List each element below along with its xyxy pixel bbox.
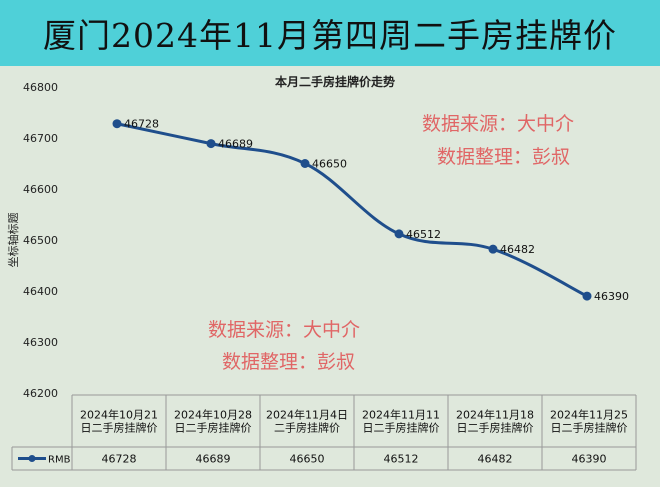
watermark-source-bottom: 数据来源：大中介 bbox=[208, 319, 360, 341]
data-point bbox=[394, 229, 404, 239]
table-value-cell: 46728 bbox=[102, 453, 137, 466]
y-tick-label: 46600 bbox=[23, 183, 58, 196]
x-tick-label: 2024年10月21 日二手房挂牌价 bbox=[80, 408, 158, 435]
data-point bbox=[112, 119, 122, 129]
chart-title: 本月二手房挂牌价走势 bbox=[275, 74, 395, 89]
x-tick-label: 2024年10月28 日二手房挂牌价 bbox=[174, 408, 252, 435]
data-label: 46689 bbox=[218, 138, 253, 151]
data-label: 46512 bbox=[406, 228, 441, 241]
y-axis-title: 坐标轴标题 bbox=[6, 213, 20, 268]
legend-series-name: RMB bbox=[48, 455, 71, 466]
watermark-author-bottom: 数据整理：彭叔 bbox=[222, 351, 355, 373]
x-tick-label: 2024年11月11 日二手房挂牌价 bbox=[362, 408, 440, 435]
data-point bbox=[300, 159, 310, 168]
y-tick-label: 46300 bbox=[23, 336, 58, 349]
page-title: 厦门2024年11月第四周二手房挂牌价 bbox=[43, 16, 617, 55]
data-label: 46390 bbox=[594, 290, 629, 303]
y-tick-label: 46800 bbox=[23, 81, 58, 94]
table-value-cell: 46390 bbox=[572, 453, 607, 466]
data-label: 46482 bbox=[500, 243, 535, 256]
watermark-source-top: 数据来源：大中介 bbox=[422, 113, 574, 135]
x-tick-label: 2024年11月18 日二手房挂牌价 bbox=[456, 408, 534, 435]
x-tick-label: 2024年11月25 日二手房挂牌价 bbox=[550, 408, 628, 435]
table-value-cell: 46482 bbox=[478, 453, 513, 466]
watermark-author-top: 数据整理：彭叔 bbox=[437, 146, 570, 168]
title-bar: 厦门2024年11月第四周二手房挂牌价 bbox=[0, 0, 660, 66]
legend-marker-swatch bbox=[28, 455, 36, 462]
table-value-cell: 46650 bbox=[290, 453, 325, 466]
data-point bbox=[488, 244, 498, 254]
table-value-cell: 46512 bbox=[384, 453, 419, 466]
data-point bbox=[206, 139, 216, 149]
table-value-cell: 46689 bbox=[196, 453, 231, 466]
data-label: 46728 bbox=[124, 118, 159, 131]
x-tick-label: 2024年11月4日二手房挂牌价 bbox=[266, 408, 348, 435]
y-tick-label: 46700 bbox=[23, 132, 58, 145]
y-tick-label: 46500 bbox=[23, 234, 58, 247]
data-point bbox=[582, 291, 592, 301]
y-tick-label: 46200 bbox=[23, 387, 58, 400]
data-label: 46650 bbox=[312, 158, 347, 171]
y-tick-label: 46400 bbox=[23, 285, 58, 298]
